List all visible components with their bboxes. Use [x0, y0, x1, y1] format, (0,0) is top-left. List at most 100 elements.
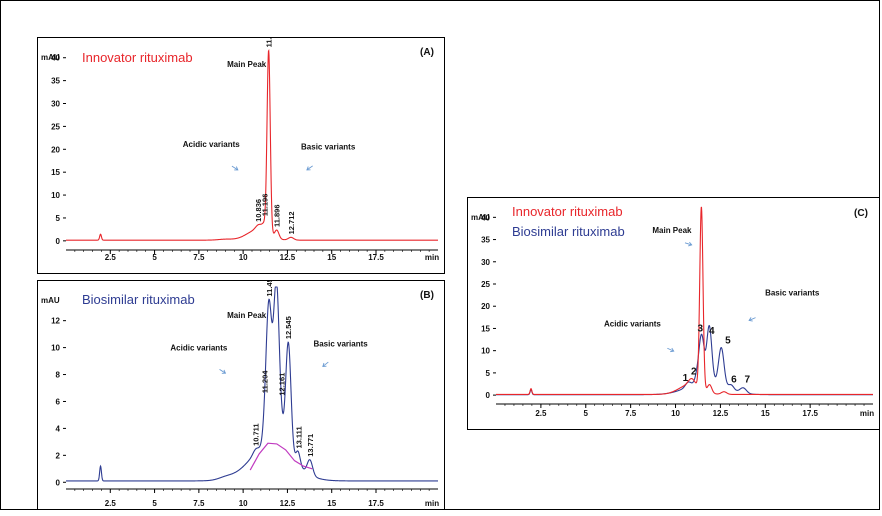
peak-retention-label-a: 12.712 [287, 211, 296, 234]
y-tick-label-a: 15 [51, 168, 60, 177]
annotation-arrowhead-c [670, 347, 675, 353]
y-tick-label-c: 20 [481, 302, 490, 311]
annotation-a: Acidic variants [183, 140, 240, 149]
y-tick-label-c: 0 [486, 391, 491, 400]
y-axis-label-c: mAU [471, 213, 490, 222]
peak-retention-label-b: 11.452 [265, 281, 274, 297]
x-tick-label-a: 5 [152, 253, 157, 262]
peak-retention-label-a: 11.196 [260, 194, 269, 217]
annotation-arrow-a [231, 165, 239, 171]
trace-c-0 [496, 324, 873, 396]
annotation-a: Basic variants [301, 142, 356, 151]
annotation-c: Acidic variants [604, 320, 661, 329]
x-tick-label-c: 10 [671, 409, 680, 418]
x-tick-label-a: 2.5 [105, 253, 117, 262]
y-tick-label-a: 0 [56, 237, 61, 246]
annotation-arrowhead-a [234, 166, 239, 171]
trace-b-0 [66, 286, 438, 482]
peak-number-c: 3 [698, 324, 704, 335]
y-tick-label-c: 15 [481, 324, 490, 333]
annotation-arrow-c [684, 242, 692, 246]
y-tick-label-a: 20 [51, 145, 60, 154]
annotation-a: Main Peak [227, 60, 267, 69]
x-tick-label-b: 12.5 [280, 499, 296, 508]
integration-baseline-b [249, 442, 313, 471]
peak-retention-label-a: 11.896 [273, 204, 282, 227]
chromatogram-panel-b: 2.5 5 7.5 10 12.5 15 17.5 min 0 2 4 6 8 10 12 mAU 10.711… [37, 254, 445, 510]
y-tick-label-c: 25 [481, 280, 490, 289]
y-tick-label-a: 35 [51, 77, 60, 86]
y-tick-label-a: 30 [51, 100, 60, 109]
chromatogram-a: 2.5 5 7.5 10 12.5 15 17.5 min 0 5 10 15 20 25 30 35 40mA… [41, 25, 439, 262]
x-tick-label-b: 2.5 [105, 499, 117, 508]
y-tick-label-a: 40 [51, 54, 60, 63]
trace-c-1 [496, 206, 873, 395]
annotation-arrow-c [667, 347, 674, 352]
x-tick-label-a: 15 [327, 253, 336, 262]
y-tick-label-b: 12 [51, 317, 60, 326]
x-tick-label-c: 2.5 [535, 409, 547, 418]
y-tick-label-c: 40 [481, 213, 490, 222]
y-axis-label-b: mAU [41, 296, 60, 305]
y-tick-label-a: 10 [51, 191, 60, 200]
peak-number-c: 4 [709, 326, 715, 337]
annotation-c: Basic variants [765, 289, 820, 298]
x-tick-label-c: 12.5 [713, 409, 729, 418]
panel-letter-a: (A) [420, 47, 434, 58]
peak-number-c: 1 [683, 373, 689, 384]
x-tick-label-a: 17.5 [368, 253, 384, 262]
chart-title-a: Innovator rituximab [82, 50, 193, 65]
x-axis-label-c: min [860, 409, 874, 418]
x-tick-label-b: 15 [327, 499, 336, 508]
y-tick-label-b: 6 [56, 397, 61, 406]
peak-retention-label-a: 11.439 [265, 38, 274, 47]
y-tick-label-c: 5 [486, 369, 491, 378]
annotation-arrowhead-b [322, 362, 327, 367]
peak-number-c: 2 [691, 367, 697, 378]
annotation-arrow-a [306, 165, 313, 171]
y-tick-label-c: 30 [481, 258, 490, 267]
y-tick-label-a: 5 [56, 214, 61, 223]
x-tick-label-b: 5 [152, 499, 157, 508]
x-tick-label-c: 7.5 [625, 409, 637, 418]
annotation-arrow-c [748, 317, 756, 321]
x-tick-label-a: 10 [239, 253, 248, 262]
peak-retention-label-b: 11.204 [260, 370, 269, 393]
chart-subtitle-c: Biosimilar rituximab [512, 224, 625, 239]
annotation-c: Main Peak [652, 226, 692, 235]
chromatogram-c: 2.5 5 7.5 10 12.5 15 17.5 min0510152025303540mA… [471, 204, 874, 418]
x-tick-label-c: 15 [761, 409, 770, 418]
chromatogram-panel-a: 2.5 5 7.5 10 12.5 15 17.5 min 0 5 10 15 20 25 30 35 40 mA… [37, 25, 445, 274]
y-axis-label-a: mAU [41, 53, 60, 62]
y-tick-label-a: 25 [51, 122, 60, 131]
annotation-arrowhead-a [306, 166, 311, 171]
annotation-arrow-b [322, 361, 329, 367]
peak-number-c: 5 [725, 336, 731, 347]
peak-number-c: 7 [745, 375, 751, 386]
y-tick-label-c: 35 [481, 236, 490, 245]
annotation-arrowhead-c [688, 241, 693, 247]
x-tick-label-a: 7.5 [193, 253, 205, 262]
trace-a-0 [66, 48, 438, 241]
chromatogram-b: 2.5 5 7.5 10 12.5 15 17.5 min 0 2 4 6 8 10 12 mAU 10.711… [41, 254, 439, 508]
annotation-arrowhead-b [221, 369, 227, 374]
x-axis-label-a: min [425, 253, 439, 262]
y-tick-label-b: 0 [56, 478, 61, 487]
y-tick-label-b: 10 [51, 344, 60, 353]
x-tick-label-b: 7.5 [193, 499, 205, 508]
x-tick-label-b: 10 [239, 499, 248, 508]
annotation-b: Acidic variants [170, 343, 227, 352]
y-tick-label-b: 8 [56, 371, 61, 380]
peak-retention-label-b: 13.111 [294, 426, 303, 448]
x-tick-label-b: 17.5 [368, 499, 384, 508]
panel-letter-b: (B) [420, 290, 434, 301]
chromatogram-panel-c: 2.5 5 7.5 10 12.5 15 17.5 min 0 5 10 15 20 25 30 35 40 mA… [467, 197, 880, 430]
x-tick-label-c: 5 [584, 409, 589, 418]
y-tick-label-b: 4 [56, 424, 61, 433]
annotation-b: Main Peak [227, 311, 267, 320]
annotation-b: Basic variants [313, 339, 368, 348]
peak-retention-label-b: 12.545 [284, 316, 293, 339]
y-tick-label-b: 2 [56, 451, 61, 460]
peak-retention-label-a: 10.836 [254, 199, 263, 222]
x-tick-label-c: 17.5 [802, 409, 818, 418]
